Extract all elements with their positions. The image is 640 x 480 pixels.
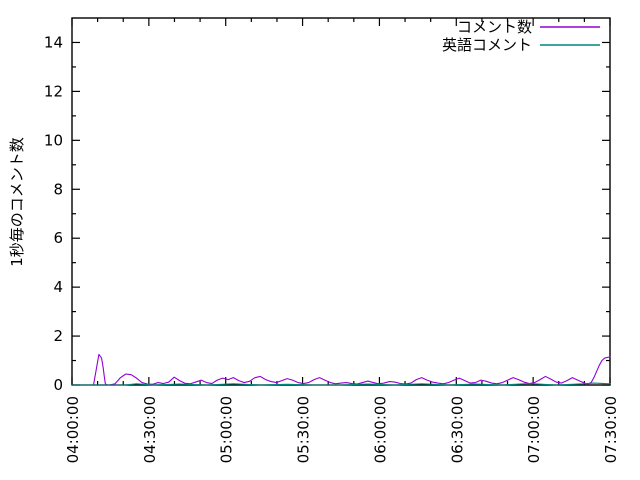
y-tick-label: 10 <box>44 131 63 149</box>
x-tick-label: 06:30:00 <box>448 396 466 463</box>
y-tick-label: 6 <box>53 229 63 247</box>
x-tick-label: 07:00:00 <box>525 396 543 463</box>
y-tick-label: 4 <box>53 278 63 296</box>
x-tick-label: 06:00:00 <box>371 396 389 463</box>
x-tick-label: 07:30:00 <box>602 396 620 463</box>
y-tick-label: 12 <box>44 82 63 100</box>
y-axis-ticks <box>72 41 610 386</box>
x-axis-minor-ticks <box>97 18 585 385</box>
y-axis-title: 1秒毎のコメント数 <box>8 137 26 267</box>
legend-label: 英語コメント <box>442 36 532 54</box>
x-tick-label: 04:30:00 <box>141 396 159 463</box>
x-tick-label: 05:30:00 <box>295 396 313 463</box>
y-tick-label: 8 <box>53 180 63 198</box>
data-series-group <box>71 353 611 386</box>
legend-label: コメント数 <box>457 18 532 36</box>
x-tick-label: 04:00:00 <box>64 396 82 463</box>
series-line-0 <box>71 353 611 386</box>
y-tick-label: 0 <box>53 376 63 394</box>
plot-frame <box>71 17 611 386</box>
series-line-1 <box>71 382 611 386</box>
x-tick-label: 05:00:00 <box>218 396 236 463</box>
x-axis-tick-labels: 04:00:00 04:30:00 05:00:00 05:30:00 06:00:00… <box>64 396 620 463</box>
y-axis-tick-labels: 0 2 4 6 8 10 12 14 <box>44 33 63 394</box>
y-tick-label: 14 <box>44 33 63 51</box>
x-axis-ticks <box>71 18 611 385</box>
y-tick-label: 2 <box>53 327 63 345</box>
